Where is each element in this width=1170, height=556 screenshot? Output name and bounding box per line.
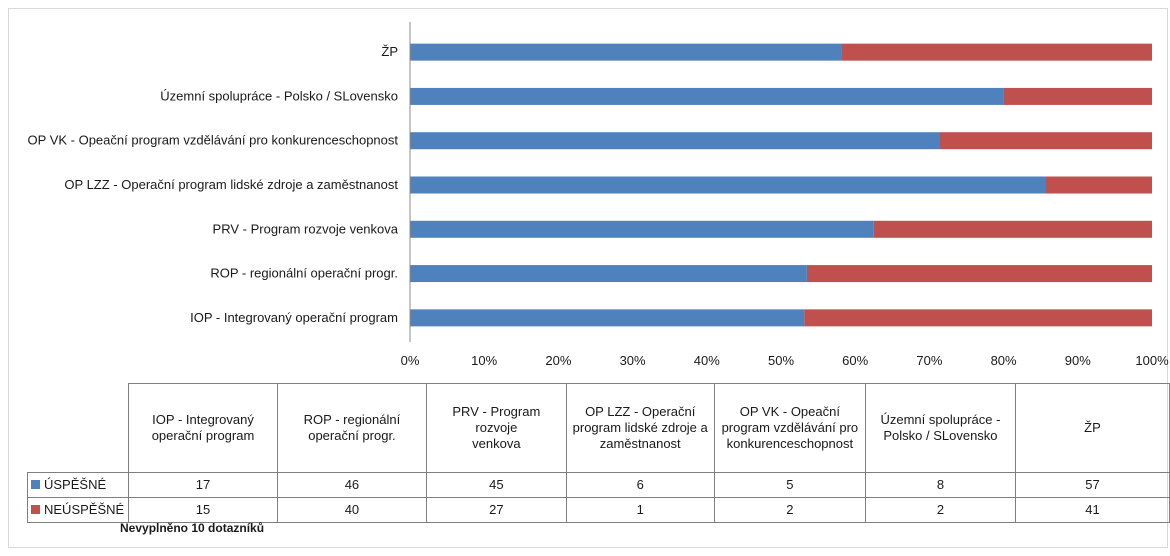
table-header-line: IOP - Integrovaný <box>152 412 254 427</box>
bar-segment-neuspesne-5 <box>1003 87 1152 105</box>
table-corner <box>27 383 130 473</box>
legend-cell-uspesne: ÚSPĚŠNÉ <box>26 472 130 498</box>
table-header-3: OP LZZ - Operační program lidské zdroje a… <box>565 383 715 473</box>
bar-segment-uspesne-4 <box>410 132 940 150</box>
table-cell-neuspesne-6: 41 <box>1014 497 1170 523</box>
table-header-line: zaměstnanost <box>599 436 681 451</box>
x-tick-label-8: 80% <box>991 353 1017 368</box>
table-header-1: ROP - regionální operační progr. <box>276 383 428 473</box>
legend-cell-neuspesne: NEÚSPĚŠNÉ <box>26 497 130 523</box>
table-header-line: Polsko / SLovensko <box>883 428 998 443</box>
footnote: Nevyplněno 10 dotazníků <box>120 521 265 535</box>
table-header-0: IOP - Integrovaný operační program <box>128 383 278 473</box>
table-row-neuspesne: NEÚSPĚŠNÉ 15 40 27 1 2 2 41 <box>26 497 1170 523</box>
table-header-6: ŽP <box>1014 383 1170 473</box>
table-header-line: venkova <box>472 436 521 451</box>
x-axis: 0% 10% 20% 30% 40% 50% 60% 70% 80% 90% 100% <box>401 22 1169 368</box>
table-cell-uspesne-3: 6 <box>565 472 715 498</box>
table-cell-neuspesne-3: 1 <box>565 497 715 523</box>
table-header-4: OP VK - Opeační program vzdělávání pro kon… <box>713 383 866 473</box>
category-label-6: ŽP <box>381 44 398 59</box>
legend-swatch-neuspesne <box>31 505 40 514</box>
x-tick-label-3: 30% <box>620 353 646 368</box>
x-tick-label-0: 0% <box>401 353 420 368</box>
x-tick-label-4: 40% <box>694 353 720 368</box>
bar-segment-neuspesne-2 <box>873 220 1152 238</box>
stacked-bar-chart: IOP - Integrovaný operační program ROP - … <box>28 22 1169 368</box>
table-header-line: konkurenceschopnost <box>726 436 854 451</box>
table-row-uspesne: ÚSPĚŠNÉ 17 46 45 6 5 8 57 <box>26 472 1170 498</box>
table-header-line: OP LZZ - Operační <box>585 404 696 419</box>
x-tick-label-6: 60% <box>842 353 868 368</box>
category-labels: IOP - Integrovaný operační program ROP - … <box>28 44 399 325</box>
table-cell-neuspesne-1: 40 <box>276 497 428 523</box>
bar-segment-uspesne-5 <box>410 87 1004 105</box>
x-tick-label-10: 100% <box>1135 353 1169 368</box>
table-header-line: program vzdělávání pro <box>721 420 859 435</box>
x-tick-label-5: 50% <box>768 353 794 368</box>
table-header-line: operační program <box>151 428 255 443</box>
table-cell-uspesne-1: 46 <box>276 472 428 498</box>
x-tick-label-1: 10% <box>471 353 497 368</box>
legend-label-neuspesne: NEÚSPĚŠNÉ <box>44 502 125 517</box>
category-label-3: OP LZZ - Operační program lidské zdroje … <box>64 177 398 192</box>
x-tick-label-2: 20% <box>545 353 571 368</box>
bar-segment-uspesne-3 <box>410 176 1046 194</box>
table-cell-neuspesne-0: 15 <box>128 497 278 523</box>
category-label-5: Územní spolupráce - Polsko / SLovensko <box>160 88 398 103</box>
table-header-line: program lidské zdroje a <box>572 420 708 435</box>
bar-segment-uspesne-6 <box>410 43 842 61</box>
table-header-row: IOP - Integrovaný operační program ROP - r… <box>27 383 1170 473</box>
category-label-1: ROP - regionální operační progr. <box>210 266 398 281</box>
bar-segment-neuspesne-3 <box>1046 176 1152 194</box>
bar-segment-uspesne-2 <box>410 220 874 238</box>
legend-swatch-uspesne <box>31 480 40 489</box>
table-cell-uspesne-0: 17 <box>128 472 278 498</box>
legend-label-uspesne: ÚSPĚŠNÉ <box>44 477 107 492</box>
table-header-5: Územní spolupráce - Polsko / SLovensko <box>864 383 1016 473</box>
bar-segment-uspesne-1 <box>410 265 807 283</box>
table-header-line: PRV - Program rozvoje <box>452 404 541 435</box>
table-header-line: OP VK - Opeační <box>739 404 840 419</box>
table-cell-uspesne-5: 8 <box>864 472 1016 498</box>
table-cell-uspesne-2: 45 <box>426 472 567 498</box>
table-cell-uspesne-6: 57 <box>1014 472 1170 498</box>
bar-segment-uspesne-0 <box>410 309 805 327</box>
table-cell-neuspesne-4: 2 <box>713 497 866 523</box>
table-header-line: ŽP <box>1084 420 1101 435</box>
x-tick-label-7: 70% <box>916 353 942 368</box>
bar-segment-neuspesne-4 <box>940 132 1152 150</box>
table-header-line: Územní spolupráce - <box>880 412 1001 427</box>
data-table: IOP - Integrovaný operační program ROP - r… <box>26 383 1170 523</box>
table-header-line: operační progr. <box>308 428 396 443</box>
bars-group <box>410 43 1152 327</box>
bar-segment-neuspesne-1 <box>806 265 1152 283</box>
bar-segment-neuspesne-0 <box>804 309 1152 327</box>
table-cell-uspesne-4: 5 <box>713 472 866 498</box>
table-header-2: PRV - Program rozvoje venkova <box>426 383 567 473</box>
category-label-0: IOP - Integrovaný operační program <box>190 310 398 325</box>
table-cell-neuspesne-2: 27 <box>426 497 567 523</box>
category-label-4: OP VK - Opeační program vzdělávání pro k… <box>28 133 399 148</box>
table-header-line: ROP - regionální <box>303 412 401 427</box>
table-cell-neuspesne-5: 2 <box>864 497 1016 523</box>
x-tick-label-9: 90% <box>1065 353 1091 368</box>
bar-segment-neuspesne-6 <box>841 43 1152 61</box>
category-label-2: PRV - Program rozvoje venkova <box>213 221 399 236</box>
chart-frame <box>8 8 1168 548</box>
